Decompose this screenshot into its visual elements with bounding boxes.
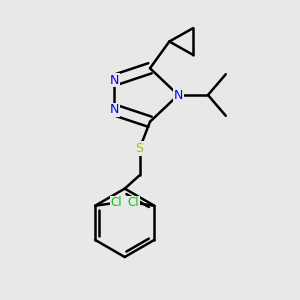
Text: S: S (136, 142, 144, 155)
Text: Cl: Cl (110, 196, 122, 209)
Text: Cl: Cl (128, 196, 139, 209)
Text: N: N (110, 103, 119, 116)
Text: N: N (173, 88, 183, 101)
Text: N: N (110, 74, 119, 87)
